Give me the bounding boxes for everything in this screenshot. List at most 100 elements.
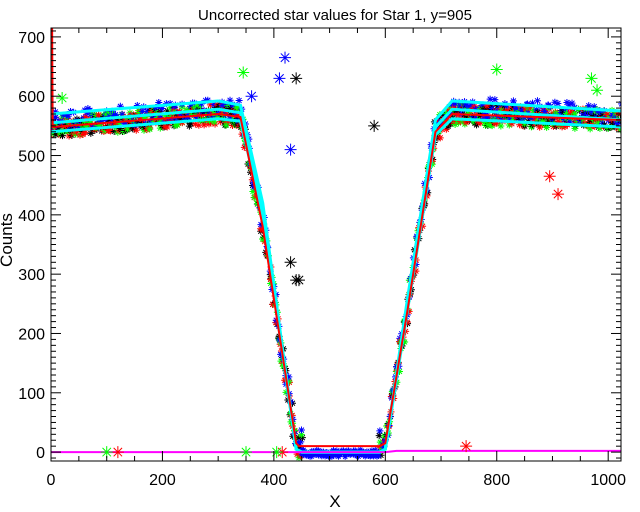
- scatter-point-blue: [285, 373, 293, 381]
- scatter-point-blue: [370, 453, 377, 460]
- scatter-point-red: [235, 122, 243, 130]
- scatter-point-blue: [463, 101, 471, 109]
- scatter-point-blue: [152, 104, 160, 112]
- scatter-point-blue: [300, 446, 307, 453]
- scatter-point-green: [527, 123, 535, 131]
- scatter-point-red: [206, 101, 214, 109]
- axis-ticks: 0 200 400 600 800 1000 0 100 200 300 400 500 600 700: [18, 28, 626, 489]
- scatter-point-red: [554, 117, 562, 125]
- outlier-point-blue: [245, 90, 258, 103]
- scatter-point-blue: [297, 426, 305, 434]
- scatter-point-blue: [588, 107, 596, 115]
- scatter-point-blue: [235, 97, 243, 105]
- scatter-point-blue: [456, 102, 464, 110]
- scatter-point-blue: [465, 102, 473, 110]
- scatter-point-blue: [368, 447, 375, 454]
- scatter-point-black: [87, 129, 95, 137]
- scatter-point-red: [444, 106, 452, 114]
- scatter-point-black: [52, 131, 60, 139]
- scatter-point-blue: [308, 453, 315, 460]
- scatter-point-red: [497, 105, 505, 113]
- scatter-point-green: [510, 116, 518, 124]
- scatter-point-red: [257, 225, 265, 233]
- scatter-point-blue: [484, 113, 492, 121]
- scatter-point-green: [166, 112, 174, 120]
- outlier-point-black: [292, 274, 305, 287]
- scatter-point-blue: [226, 96, 234, 104]
- series-line-model: [51, 28, 621, 448]
- scatter-point-green: [586, 125, 594, 133]
- scatter-point-red: [527, 104, 535, 112]
- scatter-point-blue: [512, 104, 520, 112]
- scatter-point-black: [163, 107, 171, 115]
- plot-marks: [51, 28, 621, 461]
- scatter-point-green: [497, 122, 505, 130]
- scatter-point-black: [177, 115, 185, 123]
- scatter-point-blue: [529, 99, 537, 107]
- scatter-point-black: [588, 113, 596, 121]
- scatter-point-green: [146, 125, 154, 133]
- scatter-point-blue: [551, 98, 559, 106]
- scatter-point-blue: [138, 107, 146, 115]
- scatter-point-black: [110, 128, 118, 136]
- scatter-point-red: [132, 126, 140, 134]
- scatter-point-red: [82, 112, 90, 120]
- scatter-point-black: [233, 115, 241, 123]
- scatter-point-red: [106, 127, 114, 135]
- scatter-point-red: [614, 124, 621, 132]
- y-tick-label: 400: [18, 208, 45, 225]
- scatter-point-blue: [298, 451, 305, 458]
- scatter-point-red: [73, 128, 81, 136]
- series-line-baseline: [51, 449, 621, 454]
- scatter-point-green: [188, 111, 196, 119]
- scatter-point-green: [95, 121, 103, 129]
- scatter-point-blue: [396, 334, 404, 342]
- scatter-point-green: [140, 126, 148, 134]
- scatter-point-green: [124, 125, 132, 133]
- scatter-point-red: [200, 121, 208, 129]
- scatter-point-red: [436, 134, 444, 142]
- scatter-point-red: [216, 118, 224, 126]
- scatter-point-black: [596, 112, 604, 120]
- outlier-point-blue: [284, 143, 297, 156]
- scatter-point-black: [545, 117, 553, 125]
- scatter-point-green: [464, 109, 472, 117]
- scatter-point-red: [477, 119, 485, 127]
- scatter-point-red: [96, 112, 104, 120]
- x-axis-title: X: [329, 492, 340, 511]
- outlier-point-red: [543, 170, 556, 183]
- outlier-point-red: [111, 446, 124, 459]
- scatter-point-blue: [133, 101, 141, 109]
- outlier-point-green: [100, 446, 113, 459]
- scatter-point-green: [285, 377, 293, 385]
- scatter-point-black: [226, 105, 234, 113]
- scatter-point-red: [434, 116, 442, 124]
- scatter-point-blue: [373, 453, 380, 460]
- outlier-point-black: [284, 256, 297, 269]
- scatter-point-blue: [380, 443, 388, 451]
- scatter-point-red: [195, 121, 203, 129]
- scatter-point-red: [472, 104, 480, 112]
- scatter-point-red: [235, 111, 243, 119]
- scatter-point-red: [81, 128, 89, 136]
- scatter-point-black: [375, 432, 383, 440]
- scatter-point-green: [297, 431, 305, 439]
- scatter-point-blue: [469, 113, 477, 121]
- scatter-point-blue: [76, 118, 84, 126]
- scatter-point-green: [116, 119, 124, 127]
- outlier-point-green: [490, 63, 503, 76]
- scatter-point-black: [116, 125, 124, 133]
- scatter-point-blue: [618, 101, 621, 107]
- scatter-point-black: [479, 106, 487, 114]
- scatter-point-blue: [483, 114, 491, 122]
- scatter-point-red: [163, 123, 171, 131]
- scatter-point-red: [207, 119, 215, 127]
- scatter-point-blue: [480, 114, 488, 122]
- scatter-point-blue: [488, 105, 496, 113]
- scatter-point-black: [539, 115, 547, 123]
- scatter-point-green: [196, 102, 204, 110]
- scatter-point-blue: [342, 453, 349, 460]
- scatter-point-blue: [372, 446, 379, 453]
- scatter-point-blue: [506, 115, 514, 123]
- scatter-point-blue: [110, 111, 118, 119]
